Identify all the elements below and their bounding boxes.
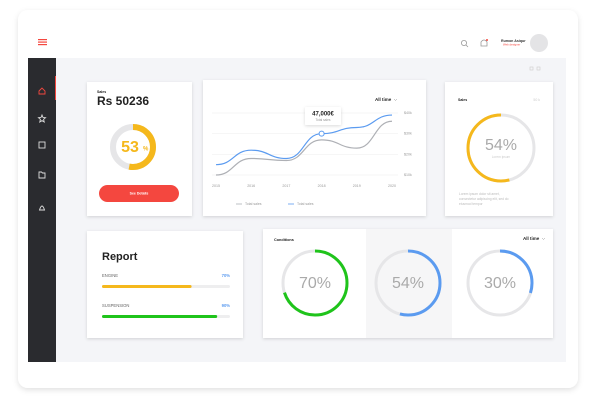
gauge-arc <box>110 124 156 170</box>
gauge-arc <box>281 249 349 317</box>
home-icon[interactable] <box>38 87 46 95</box>
y-tick-label: $20k <box>404 152 412 156</box>
chart-card <box>203 80 426 216</box>
line-series <box>215 120 393 176</box>
dropdown-caret <box>541 237 546 240</box>
details-button[interactable] <box>99 185 179 202</box>
gauge-value: 70% <box>299 275 331 292</box>
gauge-caption: Lorem ipsum <box>492 155 511 159</box>
x-tick-label: 2015 <box>212 184 220 188</box>
y-tick-label: $30k <box>404 132 412 136</box>
star-icon[interactable] <box>37 113 47 124</box>
tooltip <box>305 107 341 125</box>
tooltip-label: Total sales <box>315 118 330 122</box>
badge: 50 k <box>533 98 540 102</box>
summary-text: eiusmod tempor <box>459 202 484 206</box>
highlight-point <box>318 130 325 137</box>
search-icon[interactable] <box>460 40 469 48</box>
highlight-panel <box>366 229 452 338</box>
notification-icon[interactable] <box>480 39 488 47</box>
gauge-value: 53 <box>121 139 139 156</box>
button-label: See Details <box>130 191 149 195</box>
user-name: Rumon Asiqur <box>501 39 526 43</box>
bar-fill <box>102 285 192 288</box>
gauge-unit: % <box>143 147 149 153</box>
bar-fill <box>102 315 218 318</box>
x-tick-label: 2016 <box>247 184 255 188</box>
gauge-value: 54% <box>392 275 424 292</box>
bar-label: SUSPENSION <box>102 303 129 308</box>
time-filter[interactable]: All time <box>375 97 392 102</box>
time-filter[interactable]: All time <box>523 236 540 241</box>
edit-icon[interactable] <box>38 141 46 149</box>
gauge-value: 30% <box>484 275 516 292</box>
sales-amount: Rs 50236 <box>97 94 149 108</box>
avatar[interactable] <box>530 34 548 52</box>
bar-value: 70% <box>222 273 231 278</box>
card-title: Conditions <box>274 238 294 242</box>
tooltip-value: 47,000€ <box>312 112 334 118</box>
bar-value: 90% <box>222 303 231 308</box>
menu-button[interactable] <box>38 39 47 46</box>
bar-label: ENGINE <box>102 273 118 278</box>
gauge-value: 54% <box>485 137 517 154</box>
x-tick-label: 2019 <box>353 184 361 188</box>
gauge-arc <box>466 249 534 317</box>
x-tick-label: 2017 <box>282 184 290 188</box>
y-tick-label: $40k <box>404 111 412 115</box>
summary-text: Lorem ipsum dolor sit amet, <box>459 192 500 196</box>
report-title: Report <box>102 251 138 263</box>
card-title: Sales <box>97 90 106 94</box>
dropdown-caret <box>393 98 398 101</box>
legend-label: Total sales <box>297 202 314 206</box>
report-card <box>87 231 243 338</box>
legend-label: Total sales <box>245 202 262 206</box>
x-tick-label: 2020 <box>388 184 396 188</box>
folder-icon[interactable] <box>38 171 46 179</box>
gauge-arc <box>374 249 442 317</box>
user-role: Web designer <box>503 43 520 47</box>
view-toggle[interactable] <box>529 66 541 71</box>
user-icon[interactable] <box>38 205 46 211</box>
gauge-arc <box>466 113 536 183</box>
summary-text: consectetur adipiscing elit, sed do <box>459 197 509 201</box>
card-title: Sales <box>458 98 467 102</box>
y-tick-label: $10k <box>404 173 412 177</box>
active-indicator <box>55 76 57 100</box>
line-series <box>215 114 393 166</box>
x-tick-label: 2018 <box>318 184 326 188</box>
